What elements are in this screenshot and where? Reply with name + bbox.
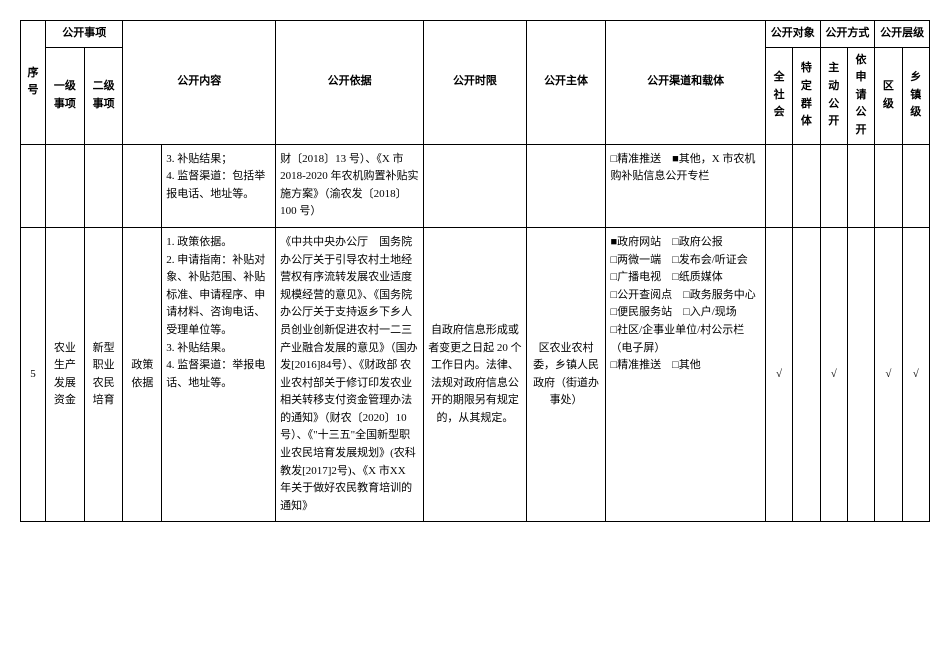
h-channel: 公开渠道和载体 (606, 21, 765, 145)
r2-lvl2: √ (902, 227, 929, 522)
h-way1: 主动公开 (820, 47, 847, 144)
r1-body (526, 144, 606, 227)
h-l1: 一级事项 (46, 47, 85, 144)
h-seq: 序号 (21, 21, 46, 145)
h-lvl2: 乡镇级 (902, 47, 929, 144)
r1-l3 (123, 144, 162, 227)
h-level: 公开层级 (875, 21, 930, 48)
r2-obj1: √ (765, 227, 792, 522)
r1-l2 (84, 144, 123, 227)
h-content: 公开内容 (123, 21, 276, 145)
r2-l3: 政策依据 (123, 227, 162, 522)
r1-obj2 (793, 144, 820, 227)
r2-l2: 新型职业农民培育 (84, 227, 123, 522)
r1-channel: □精准推送 ■其他，X 市农机购补贴信息公开专栏 (606, 144, 765, 227)
h-time: 公开时限 (424, 21, 527, 145)
r1-obj1 (765, 144, 792, 227)
h-lvl1: 区级 (875, 47, 902, 144)
h-l2: 二级事项 (84, 47, 123, 144)
r1-way1 (820, 144, 847, 227)
r1-basis: 财〔2018〕13 号）、《X 市2018-2020 年农机购置补贴实施方案》（… (276, 144, 424, 227)
h-obj1: 全社会 (765, 47, 792, 144)
r2-obj2 (793, 227, 820, 522)
r1-l1 (46, 144, 85, 227)
r2-time: 自政府信息形成或者变更之日起 20 个工作日内。法律、法规对政府信息公开的期限另… (424, 227, 527, 522)
h-matter: 公开事项 (46, 21, 123, 48)
r1-way2 (847, 144, 874, 227)
r2-way1: √ (820, 227, 847, 522)
r1-content: 3. 补贴结果；4. 监督渠道：包括举报电话、地址等。 (162, 144, 276, 227)
partial-row: 3. 补贴结果；4. 监督渠道：包括举报电话、地址等。 财〔2018〕13 号）… (21, 144, 930, 227)
h-way2: 依申请公开 (847, 47, 874, 144)
r2-way2 (847, 227, 874, 522)
r2-content: 1. 政策依据。2. 申请指南：补贴对象、补贴范围、补贴标准、申请程序、申请材料… (162, 227, 276, 522)
r2-body: 区农业农村委，乡镇人民政府（街道办事处） (526, 227, 606, 522)
r2-basis: 《中共中央办公厅 国务院办公厅关于引导农村土地经营权有序流转发展农业适度规模经营… (276, 227, 424, 522)
r2-lvl1: √ (875, 227, 902, 522)
h-body: 公开主体 (526, 21, 606, 145)
r1-seq (21, 144, 46, 227)
r1-time (424, 144, 527, 227)
r2-l1: 农业生产发展资金 (46, 227, 85, 522)
r2-seq: 5 (21, 227, 46, 522)
h-basis: 公开依据 (276, 21, 424, 145)
h-obj2: 特定群体 (793, 47, 820, 144)
disclosure-table: 序号 公开事项 公开内容 公开依据 公开时限 公开主体 公开渠道和载体 公开对象… (20, 20, 930, 522)
r2-channel: ■政府网站 □政府公报□两微一端 □发布会/听证会□广播电视 □纸质媒体□公开查… (606, 227, 765, 522)
header-row-1: 序号 公开事项 公开内容 公开依据 公开时限 公开主体 公开渠道和载体 公开对象… (21, 21, 930, 48)
row-5: 5 农业生产发展资金 新型职业农民培育 政策依据 1. 政策依据。2. 申请指南… (21, 227, 930, 522)
r1-lvl1 (875, 144, 902, 227)
h-object: 公开对象 (765, 21, 820, 48)
r1-lvl2 (902, 144, 929, 227)
h-way: 公开方式 (820, 21, 875, 48)
